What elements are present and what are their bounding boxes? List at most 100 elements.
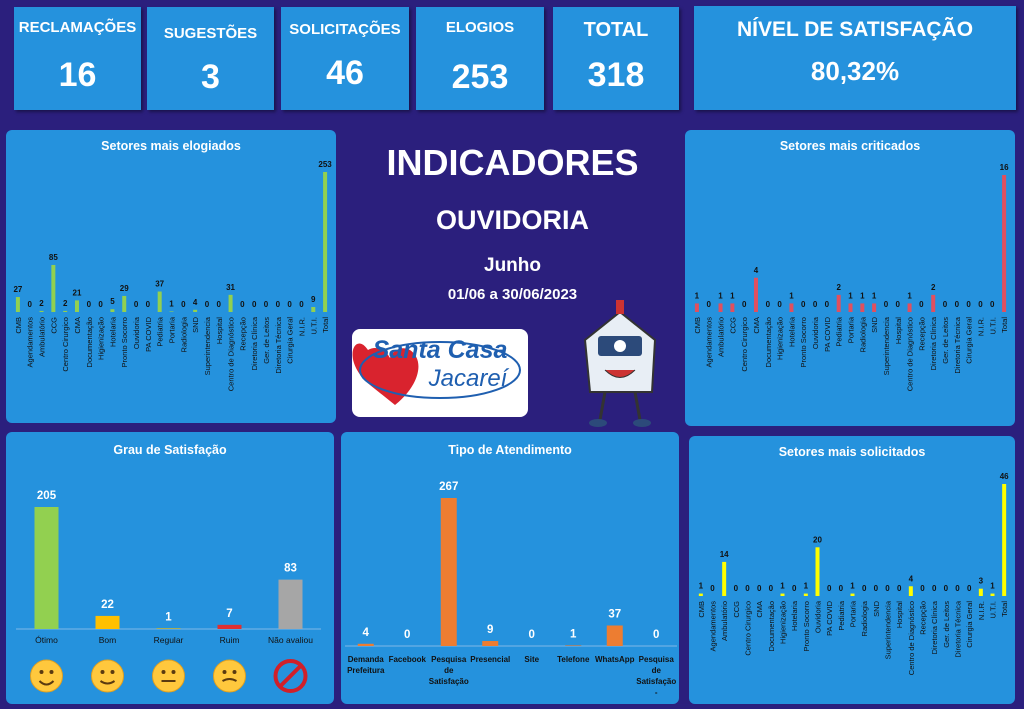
bar — [193, 309, 198, 312]
x-tick-label: Higienização — [776, 317, 785, 360]
x-tick-label: Total — [1000, 601, 1009, 617]
x-tick-label-box: Pesquisa de Satisfação — [429, 655, 469, 686]
value-label: 0 — [146, 300, 151, 309]
value-label: 0 — [825, 300, 830, 309]
value-label: 0 — [862, 584, 867, 593]
x-tick-label: CMB — [693, 317, 702, 334]
value-label: 0 — [252, 300, 257, 309]
value-label: 4 — [193, 298, 198, 307]
value-label: 1 — [850, 582, 855, 591]
value-label: 85 — [49, 253, 58, 262]
value-label: 1 — [990, 582, 995, 591]
chart-title: Setores mais solicitados — [779, 445, 926, 459]
x-tick-label: Diretoria Clínica — [930, 600, 939, 654]
bar — [908, 586, 913, 596]
value-label: 1 — [872, 291, 877, 300]
value-label: 21 — [73, 288, 82, 297]
x-tick-label: Agendamentos — [709, 601, 718, 652]
kpi-value: 253 — [451, 58, 509, 96]
x-tick-label: CMA — [752, 317, 761, 334]
bar — [122, 295, 127, 312]
x-tick-label: Cirurgia Geral — [965, 317, 974, 364]
value-label: 0 — [943, 300, 948, 309]
x-tick-label-box: Pesquisa de Satisfação - Prefeitura — [636, 655, 677, 694]
x-tick-label-box: Site — [524, 655, 539, 664]
logo-line2: Jacareí — [428, 365, 510, 392]
x-tick-label: Documentação — [764, 317, 773, 367]
x-tick-label: Superintendencia — [882, 316, 891, 375]
bar — [931, 294, 936, 312]
x-tick-label: Total — [321, 317, 330, 333]
value-label: 2 — [63, 299, 68, 308]
page-subtitle: OUVIDORIA — [435, 205, 589, 235]
x-tick-label: PA COVID — [825, 600, 834, 635]
bar — [850, 593, 855, 596]
x-tick-label: Cirurgia Geral — [965, 601, 974, 648]
emoji-face — [213, 659, 246, 693]
kpi-value: 80,32% — [810, 56, 900, 86]
x-tick-label: Recepção — [238, 317, 247, 351]
kpi-label: NÍVEL DE SATISFAÇÃO — [736, 18, 974, 41]
bar — [718, 303, 723, 312]
bar — [753, 277, 758, 312]
x-tick-label: SND — [872, 600, 881, 616]
bar — [694, 303, 699, 312]
x-tick-label: N.I.R. — [297, 317, 306, 336]
x-tick-label: Ger. de Leitos — [941, 317, 950, 364]
bar — [74, 300, 79, 312]
bar — [217, 624, 242, 629]
x-tick-label: Centro de Diagnóstico — [227, 317, 236, 391]
value-label: 0 — [653, 629, 659, 641]
value-label: 0 — [745, 584, 750, 593]
x-tick-label: Ambulatório — [720, 601, 729, 641]
value-label: 0 — [885, 584, 890, 593]
bar — [606, 625, 623, 646]
value-label: 2 — [836, 283, 841, 292]
value-label: 83 — [284, 563, 297, 575]
x-tick-label: Hotelaria — [108, 316, 117, 347]
value-label: 0 — [813, 300, 818, 309]
value-label: 0 — [264, 300, 269, 309]
kpi-label: TOTAL — [583, 19, 649, 41]
x-tick-label: Ótimo — [35, 635, 58, 645]
x-tick-label: SND — [870, 316, 879, 332]
x-tick-label: Superintendencia — [884, 600, 893, 659]
bar — [907, 303, 912, 312]
value-label: 0 — [217, 300, 222, 309]
value-label: 0 — [769, 584, 774, 593]
page-title: INDICADORES — [386, 142, 639, 183]
kpi-card: RECLAMAÇÕES 16 — [14, 7, 141, 110]
value-label: 0 — [839, 584, 844, 593]
x-tick-label: Diretoria Técnica — [954, 600, 963, 657]
value-label: 0 — [87, 300, 92, 309]
bar — [1002, 484, 1007, 596]
x-tick-label: Portaria — [847, 316, 856, 343]
bar — [482, 641, 499, 646]
emoji-eye — [39, 670, 44, 674]
x-tick-label: Diretoria Técnica — [953, 316, 962, 373]
value-label: 4 — [909, 574, 914, 583]
x-tick-label: U.T.I. — [989, 601, 998, 619]
value-label: 1 — [570, 628, 577, 640]
x-tick-label: Facebook — [388, 655, 426, 664]
chart-title: Grau de Satisfação — [113, 443, 227, 457]
logo-swoosh — [359, 341, 521, 399]
value-label: 1 — [789, 291, 794, 300]
x-tick-label: Ger. de Leitos — [942, 601, 951, 648]
value-label: 16 — [1000, 163, 1009, 172]
x-tick-label: Centro Cirurgico — [740, 317, 749, 372]
bar — [860, 303, 865, 312]
bar — [836, 294, 841, 312]
kpi-card: NÍVEL DE SATISFAÇÃO 80,32% — [694, 6, 1016, 110]
bar — [156, 628, 181, 629]
value-label: 0 — [757, 584, 762, 593]
bar — [815, 547, 820, 596]
x-tick-label: Pesquisa de Satisfação - Prefeitura — [636, 655, 677, 694]
value-label: 0 — [919, 300, 924, 309]
value-label: 205 — [37, 490, 57, 502]
kpi-value: 16 — [58, 56, 97, 94]
x-tick-label: Radiologia — [179, 316, 188, 352]
value-label: 1 — [730, 291, 735, 300]
x-tick-label-box: Telefone — [557, 655, 589, 664]
emoji-mouth — [222, 678, 237, 682]
